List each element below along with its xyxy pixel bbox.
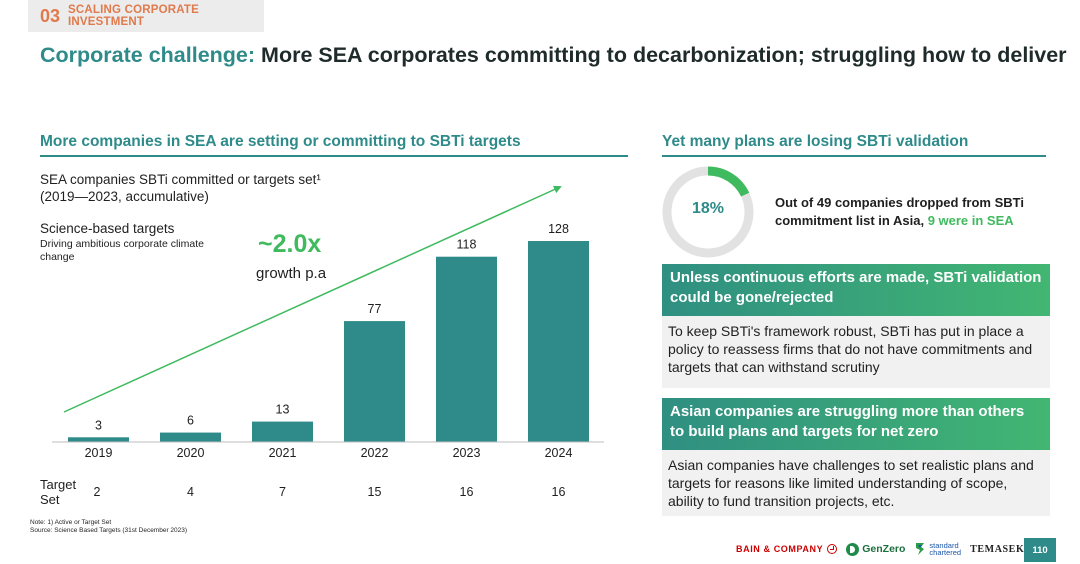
callout-body-asian: Asian companies have challenges to set r…	[662, 450, 1050, 516]
sc-line2: chartered	[929, 548, 962, 557]
x-tick-label: 2020	[177, 446, 205, 460]
dropped-companies-text: Out of 49 companies dropped from SBTi co…	[775, 194, 1050, 230]
bar-value-label: 128	[548, 222, 569, 236]
bar-value-label: 13	[276, 403, 290, 417]
standard-chartered-logo: standard chartered	[914, 542, 961, 556]
target-set-value: 16	[552, 485, 566, 499]
x-tick-label: 2023	[453, 446, 481, 460]
left-subheading: More companies in SEA are setting or com…	[40, 133, 628, 157]
bar-value-label: 6	[187, 414, 194, 428]
bar-value-label: 3	[95, 418, 102, 432]
target-set-value: 16	[460, 485, 474, 499]
sbt-title: Science-based targets	[40, 221, 175, 236]
donut-fill	[662, 166, 754, 258]
bar-2019	[68, 437, 129, 442]
x-tick-label: 2024	[545, 446, 573, 460]
source-line: Source: Science Based Targets (31st Dece…	[30, 527, 188, 534]
page-title: Corporate challenge: More SEA corporates…	[40, 43, 1067, 68]
footnote: Note: 1) Active or Target Set Source: Sc…	[30, 519, 187, 535]
sbt-description: Driving ambitious corporate climate chan…	[40, 238, 204, 263]
x-tick-label: 2021	[269, 446, 297, 460]
drop-text-main: Out of 49 companies dropped from SBTi co…	[775, 195, 1024, 228]
chart-subtitle: SEA companies SBTi committed or targets …	[40, 171, 321, 205]
title-main: More SEA corporates committing to decarb…	[261, 43, 1067, 67]
chart-subtitle-line2: (2019—2023, accumulative)	[40, 189, 209, 204]
section-label: SCALING CORPORATE INVESTMENT	[68, 4, 199, 28]
right-subheading: Yet many plans are losing SBTi validatio…	[662, 133, 1046, 157]
callout-title-asian: Asian companies are struggling more than…	[662, 398, 1050, 450]
page-number: 110	[1024, 538, 1056, 562]
callout-body-validation: To keep SBTi's framework robust, SBTi ha…	[662, 316, 1050, 388]
donut-chart	[662, 166, 754, 258]
donut-label: 18%	[691, 200, 725, 217]
growth-label: growth p.a	[256, 265, 327, 282]
target-set-value: 15	[368, 485, 382, 499]
temasek-logo: TEMASEK	[970, 543, 1025, 555]
genzero-icon	[846, 542, 860, 556]
bar-2022	[344, 321, 405, 442]
genzero-logo: GenZero	[846, 542, 906, 556]
growth-value: ~2.0x	[258, 230, 322, 258]
standard-chartered-text: standard chartered	[929, 541, 962, 557]
callout-title-validation: Unless continuous efforts are made, SBTi…	[662, 264, 1050, 316]
bar-2023	[436, 256, 497, 442]
target-set-value: 7	[279, 485, 286, 499]
x-tick-label: 2022	[361, 446, 389, 460]
x-tick-label: 2019	[85, 446, 113, 460]
bar-value-label: 118	[457, 238, 477, 252]
target-set-value: 2	[94, 485, 101, 499]
bain-logo: BAIN & COMPANY	[736, 544, 838, 554]
chart-subtitle-line1: SEA companies SBTi committed or targets …	[40, 172, 321, 187]
target-set-label: Target Set	[40, 477, 77, 507]
drop-text-highlight: 9 were in SEA	[927, 213, 1014, 228]
note-line: Note: 1) Active or Target Set	[30, 519, 112, 526]
bar-2024	[528, 241, 589, 442]
bain-icon	[827, 544, 838, 554]
standard-chartered-icon	[916, 543, 925, 555]
target-set-value: 4	[187, 485, 194, 499]
bain-text: BAIN & COMPANY	[736, 544, 824, 554]
title-accent: Corporate challenge:	[40, 43, 256, 67]
bar-2020	[160, 432, 221, 442]
section-tag: 03 SCALING CORPORATE INVESTMENT	[28, 0, 264, 32]
genzero-text: GenZero	[862, 543, 906, 555]
bar-2021	[252, 421, 313, 442]
sc-line1: standard	[929, 541, 959, 550]
section-number: 03	[40, 5, 61, 26]
footer-logos: BAIN & COMPANY GenZero standard chartere…	[736, 537, 1024, 561]
bar-value-label: 77	[368, 302, 382, 316]
